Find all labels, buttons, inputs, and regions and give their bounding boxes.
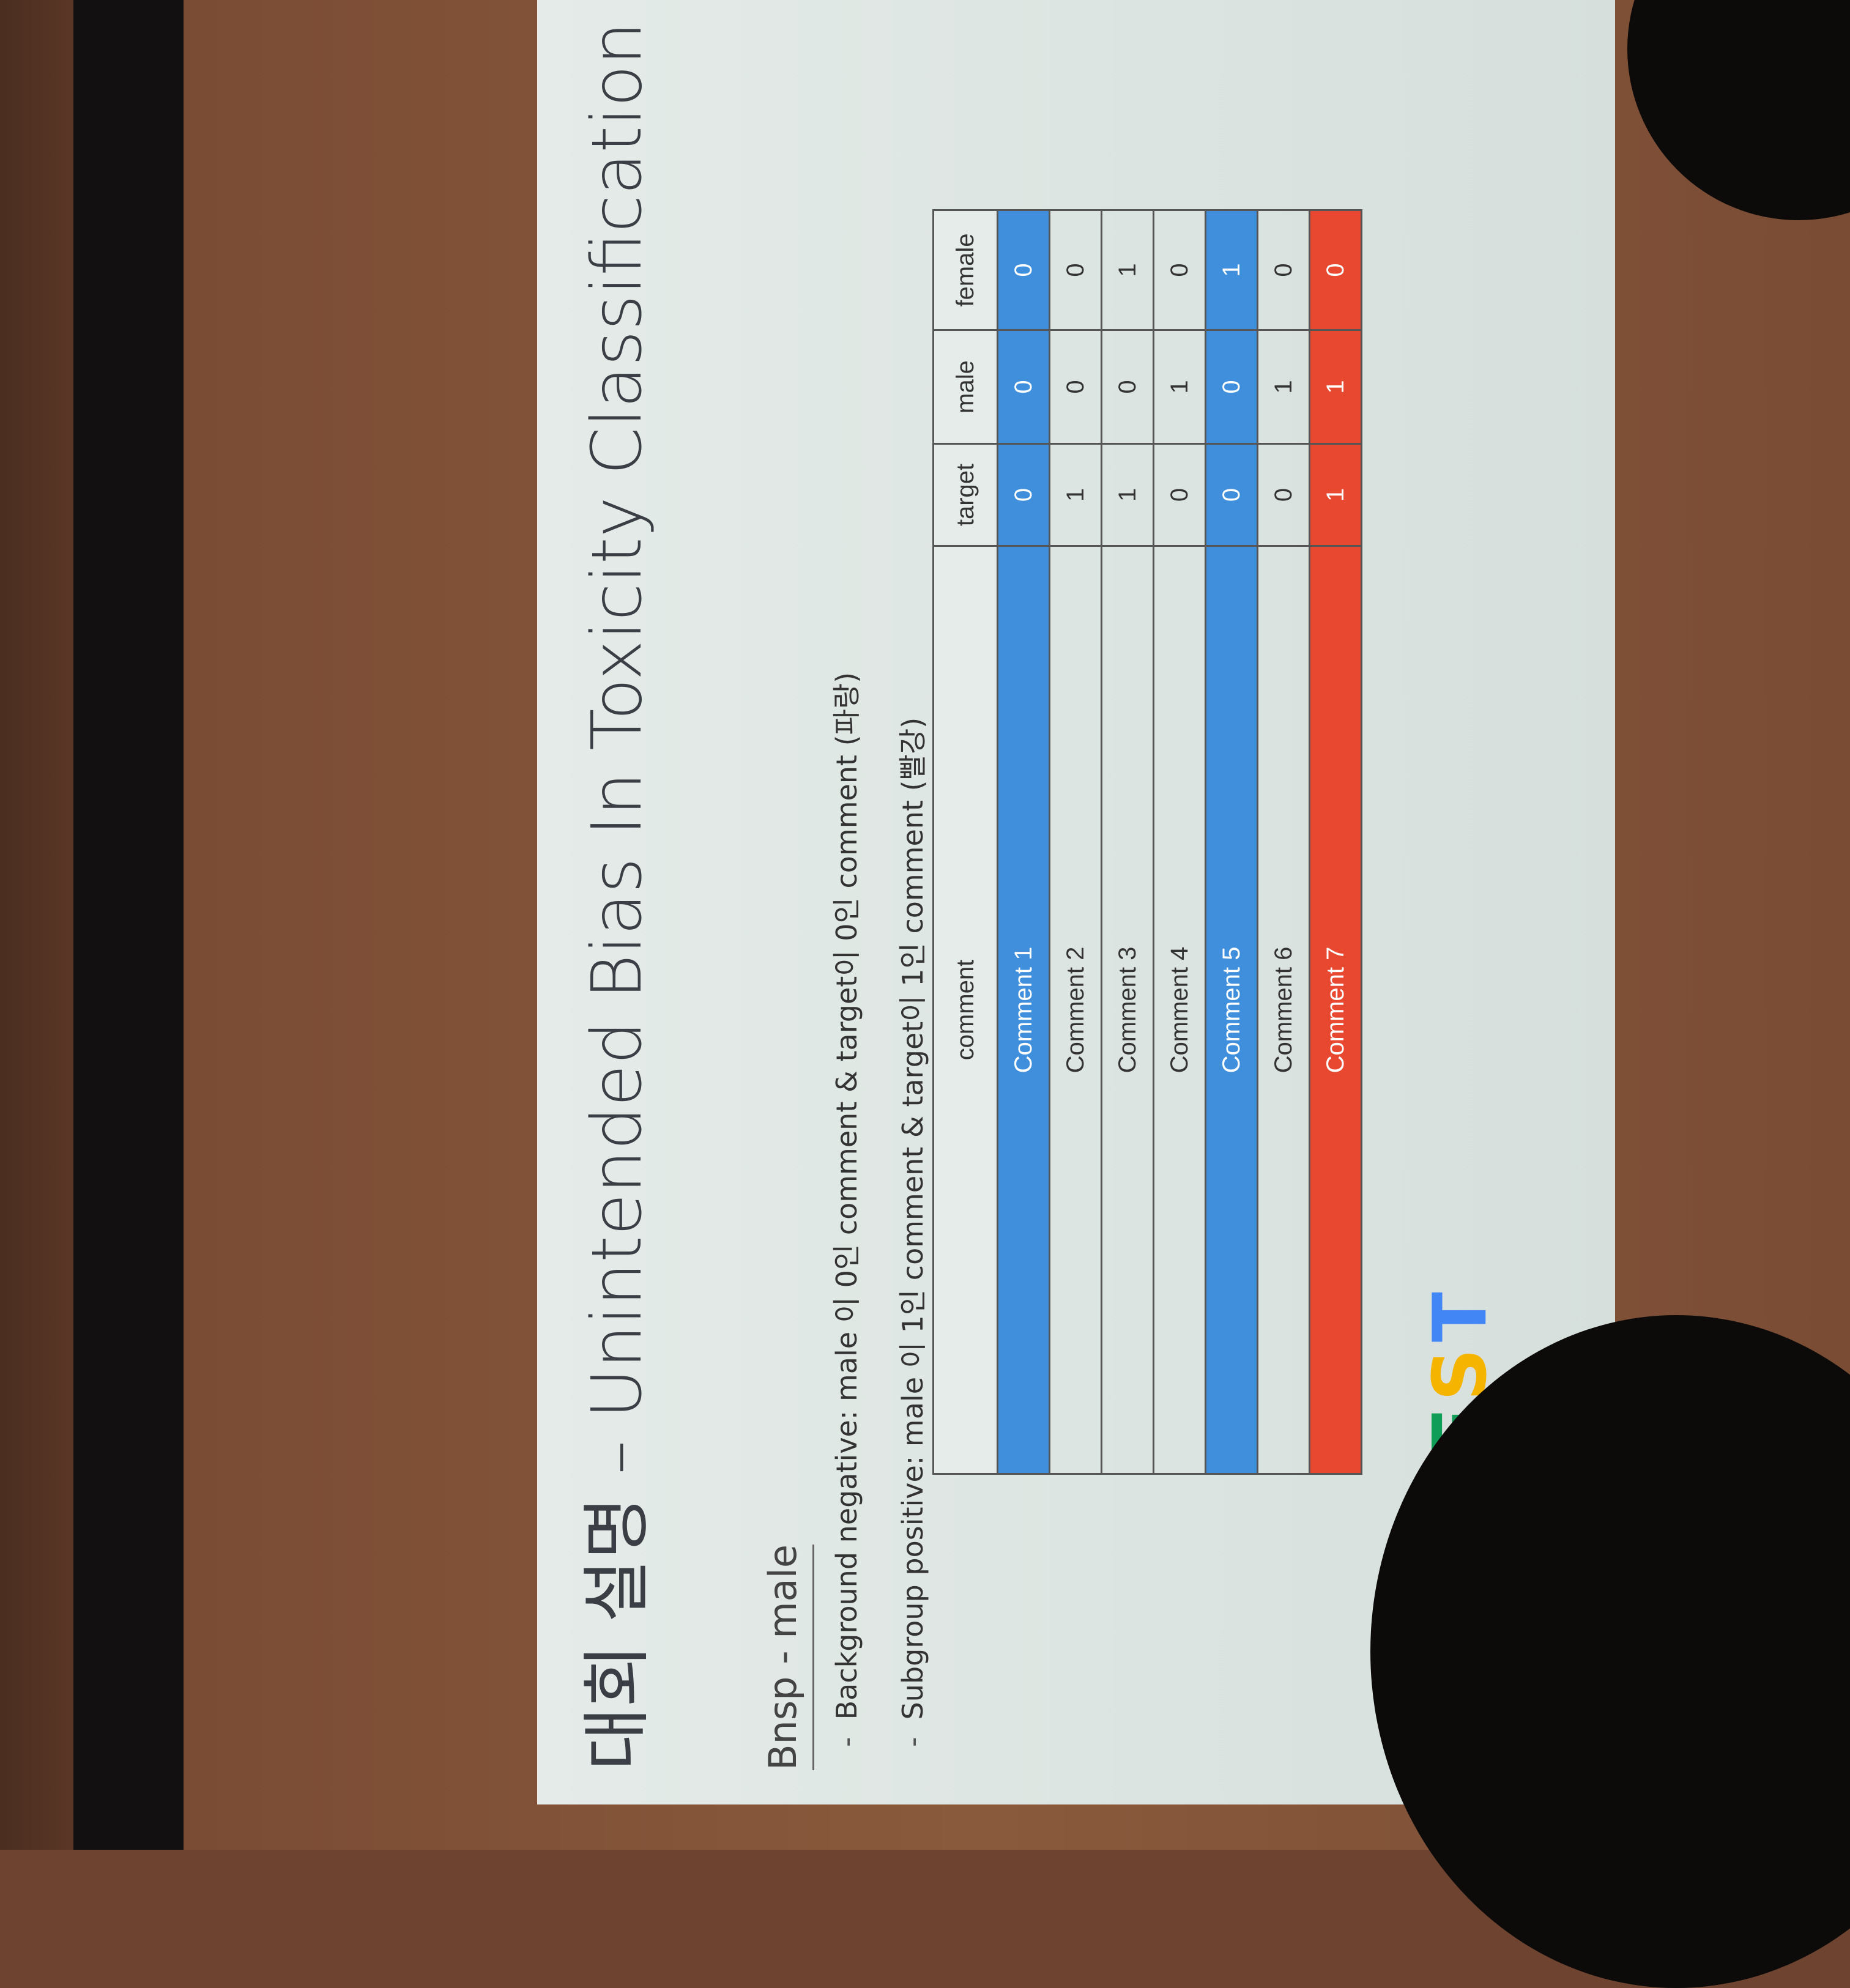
- value-cell: 0: [1309, 210, 1362, 330]
- comment-cell: Comment 1: [997, 546, 1050, 1474]
- value-cell: 1: [1101, 210, 1154, 330]
- value-cell: 1: [1153, 330, 1206, 444]
- slide-title: 대회 설명 – Unintended Bias In Toxicity Clas…: [578, 21, 657, 1770]
- data-table: comment target male female Comment 1 0 0 0 Comme…: [932, 209, 1362, 1475]
- value-cell: 0: [1153, 443, 1206, 546]
- comment-cell: Comment 4: [1153, 546, 1206, 1474]
- value-cell: 1: [1101, 443, 1154, 546]
- comment-cell: Comment 7: [1309, 546, 1362, 1474]
- column-header: comment: [933, 546, 998, 1474]
- value-cell: 1: [1309, 330, 1362, 444]
- logo-letter: T: [1418, 1286, 1503, 1343]
- comment-cell: Comment 5: [1205, 546, 1258, 1474]
- comment-cell: Comment 3: [1101, 546, 1154, 1474]
- value-cell: 0: [1257, 210, 1310, 330]
- column-header: male: [933, 330, 998, 444]
- comment-cell: Comment 2: [1049, 546, 1102, 1474]
- value-cell: 1: [1049, 443, 1102, 546]
- value-cell: 0: [1257, 443, 1310, 546]
- column-header: target: [933, 443, 998, 546]
- comment-cell: Comment 6: [1257, 546, 1310, 1474]
- value-cell: 1: [1309, 443, 1362, 546]
- value-cell: 0: [997, 210, 1050, 330]
- subtitle: Bnsp - male: [760, 1544, 814, 1770]
- value-cell: 0: [1205, 443, 1258, 546]
- value-cell: 0: [997, 443, 1050, 546]
- value-cell: 0: [1049, 330, 1102, 444]
- column-header: female: [933, 210, 998, 330]
- value-cell: 0: [1049, 210, 1102, 330]
- value-cell: 0: [997, 330, 1050, 444]
- bullet: Background negative: male 이 0인 comment &…: [825, 672, 865, 1747]
- value-cell: 1: [1257, 330, 1310, 444]
- value-cell: 1: [1205, 210, 1258, 330]
- value-cell: 0: [1205, 330, 1258, 444]
- value-cell: 0: [1153, 210, 1206, 330]
- value-cell: 0: [1101, 330, 1154, 444]
- page: {"title": "대회 설명 – Unintended Bias In To…: [0, 0, 1850, 1850]
- bullet: Subgroup positive: male 이 1인 comment & t…: [891, 718, 931, 1747]
